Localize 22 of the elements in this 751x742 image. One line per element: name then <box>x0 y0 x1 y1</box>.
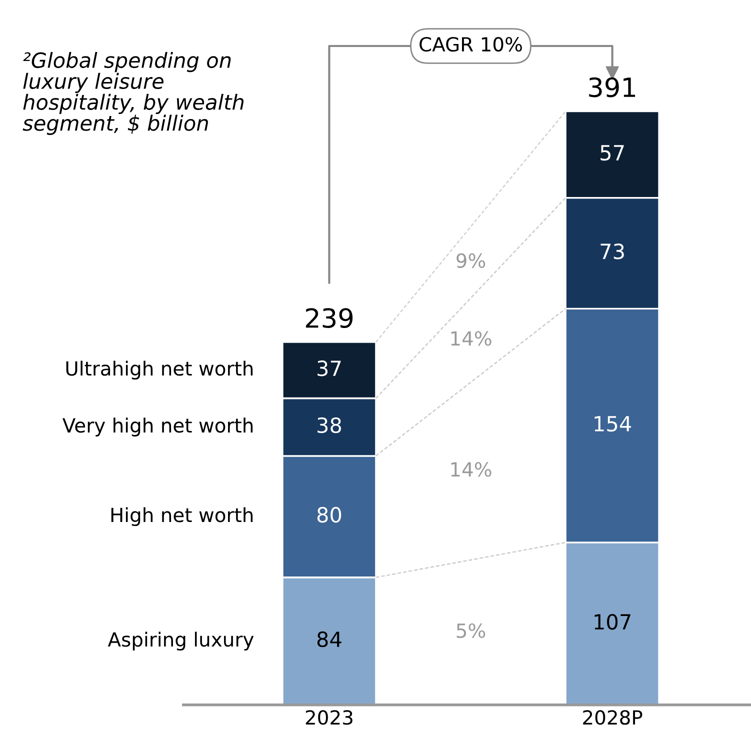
annotation: 9% <box>456 253 486 268</box>
x-tick-label: 2028P <box>583 710 642 725</box>
series-label: High net worth <box>111 507 253 526</box>
data-label: 80 <box>317 506 342 523</box>
data-label: 38 <box>318 417 342 434</box>
annotation: 14% <box>451 331 492 346</box>
data-label: 37 <box>318 360 341 376</box>
data-label: 57 <box>600 145 624 161</box>
data-label: 73 <box>600 244 624 260</box>
text: CAGR 10% <box>420 36 522 52</box>
series-label: Very high net worth <box>62 418 253 436</box>
chart-title: ²Global spending on luxury leisure hospitality, by wealth segment, $ billion <box>22 52 244 135</box>
x-tick-label: 2023 <box>306 710 352 725</box>
series-label: Aspiring luxury <box>108 632 254 651</box>
total-label: 239 <box>306 308 353 328</box>
annotation: 14% <box>451 462 492 477</box>
series-label: Ultrahigh net worth <box>66 360 253 380</box>
total-label: 391 <box>589 77 636 98</box>
data-label: 154 <box>594 416 632 432</box>
data-label: 84 <box>317 631 342 648</box>
annotation: 5% <box>456 623 486 638</box>
data-label: 107 <box>594 614 630 630</box>
